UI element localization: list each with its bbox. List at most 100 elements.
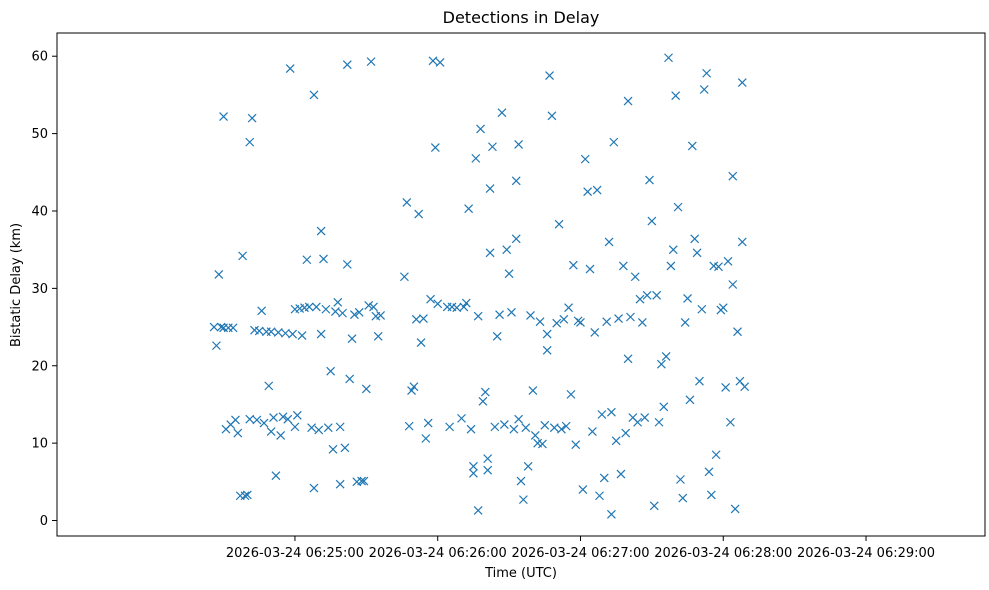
- data-point: [692, 248, 702, 258]
- data-point: [592, 185, 602, 195]
- y-tick-label: 30: [31, 282, 48, 297]
- data-point: [585, 264, 595, 274]
- data-point: [354, 307, 364, 317]
- data-point: [661, 352, 671, 361]
- x-tick-label: 2026-03-24 06:26:00: [369, 546, 507, 561]
- data-point: [535, 317, 545, 327]
- data-point: [718, 303, 728, 313]
- data-point: [542, 329, 552, 339]
- data-point: [416, 338, 426, 347]
- data-point: [606, 509, 616, 519]
- data-point: [342, 60, 352, 70]
- data-point: [466, 424, 476, 434]
- data-point: [245, 414, 255, 424]
- data-point: [616, 469, 626, 479]
- x-axis-label: Time (UTC): [484, 566, 557, 581]
- data-point: [609, 137, 619, 147]
- data-point: [330, 307, 340, 317]
- data-point: [635, 294, 645, 304]
- data-point: [254, 326, 264, 336]
- data-point: [328, 444, 338, 454]
- data-point: [695, 376, 704, 386]
- data-point: [568, 260, 578, 270]
- data-point: [357, 476, 366, 486]
- data-point: [302, 255, 312, 265]
- data-point: [473, 311, 483, 321]
- data-point: [621, 428, 631, 438]
- y-tick-label: 50: [31, 127, 48, 142]
- data-point: [269, 413, 278, 423]
- data-point: [285, 64, 295, 74]
- data-point: [702, 68, 712, 78]
- data-point: [433, 299, 443, 309]
- x-tick-label: 2026-03-24 06:29:00: [797, 546, 935, 561]
- data-point: [687, 141, 697, 151]
- data-point: [276, 430, 286, 440]
- data-point: [502, 245, 512, 255]
- data-point: [314, 425, 324, 435]
- data-point: [290, 422, 300, 432]
- data-point: [633, 417, 643, 427]
- data-point: [737, 78, 747, 87]
- data-point: [733, 327, 742, 337]
- data-point: [559, 314, 569, 324]
- data-point: [507, 307, 516, 317]
- data-point: [652, 290, 662, 300]
- data-point: [571, 440, 581, 450]
- data-point: [271, 471, 281, 481]
- data-point: [471, 153, 481, 163]
- y-axis-label: Bistatic Delay (km): [9, 223, 24, 347]
- data-point: [711, 450, 721, 460]
- data-point: [509, 424, 519, 434]
- data-point: [452, 303, 462, 313]
- data-point: [252, 415, 262, 425]
- data-point: [238, 251, 248, 261]
- data-point: [499, 420, 509, 429]
- data-point: [649, 501, 659, 511]
- data-point: [730, 504, 740, 514]
- data-point: [419, 314, 428, 323]
- x-tick-label: 2026-03-24 06:25:00: [226, 546, 364, 561]
- data-point: [578, 485, 588, 494]
- data-point: [316, 329, 326, 339]
- data-point: [307, 423, 317, 433]
- data-point: [347, 334, 357, 344]
- data-point: [678, 493, 688, 503]
- data-point: [630, 272, 640, 282]
- data-point: [345, 374, 355, 384]
- data-point: [338, 308, 347, 318]
- data-point: [273, 328, 283, 337]
- data-point: [554, 219, 564, 229]
- data-point: [364, 300, 374, 310]
- data-point: [316, 226, 326, 236]
- data-point: [435, 57, 445, 67]
- data-point: [404, 421, 414, 431]
- data-point: [526, 311, 535, 320]
- data-point: [359, 476, 369, 486]
- data-point: [407, 386, 416, 395]
- data-point: [597, 410, 607, 419]
- data-point: [216, 322, 226, 332]
- data-point: [214, 270, 224, 279]
- data-point: [266, 327, 276, 337]
- data-point: [399, 272, 409, 282]
- data-point: [664, 53, 673, 63]
- data-point: [602, 317, 612, 327]
- data-point: [676, 475, 685, 484]
- data-point: [714, 262, 723, 272]
- data-point: [373, 331, 383, 341]
- data-point: [587, 427, 597, 436]
- data-point: [514, 140, 524, 149]
- data-point: [292, 410, 302, 420]
- data-point: [335, 422, 345, 432]
- data-point: [673, 202, 683, 212]
- data-point: [552, 318, 562, 328]
- data-point: [247, 113, 257, 123]
- data-point: [690, 234, 700, 244]
- data-point: [366, 57, 376, 67]
- data-point: [309, 90, 319, 100]
- data-point: [685, 395, 695, 405]
- data-point: [288, 329, 297, 339]
- data-point: [281, 328, 290, 338]
- data-point: [402, 198, 412, 207]
